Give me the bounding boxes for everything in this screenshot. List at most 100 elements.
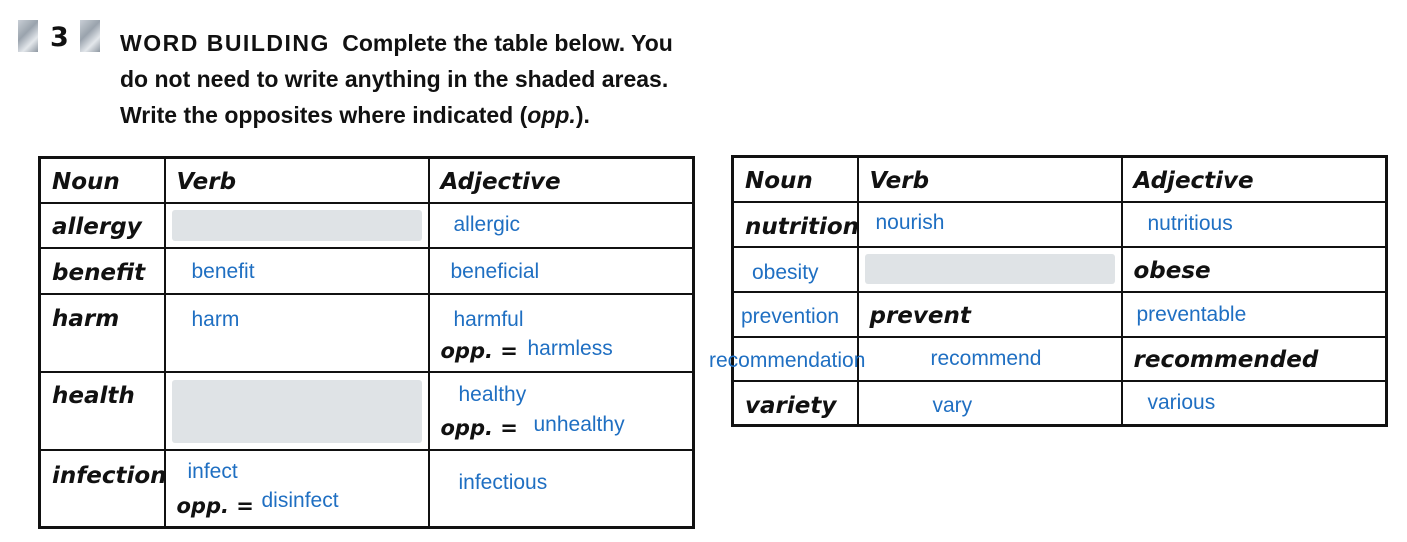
- answer-text: recommend: [930, 346, 1042, 370]
- answer-text: obesity: [752, 260, 819, 284]
- answer-text: healthy: [458, 382, 527, 406]
- noun-cell: variety: [731, 379, 859, 427]
- header-cell: Verb: [163, 156, 430, 204]
- answer-text: allergic: [453, 212, 521, 236]
- adjective-cell: recommended: [1120, 335, 1388, 382]
- noun-cell[interactable]: recommendation: [709, 335, 865, 382]
- header-cell: Noun: [731, 155, 859, 203]
- exercise-heading: WORD BUILDING: [120, 30, 330, 56]
- answer-text: benefit: [191, 259, 255, 283]
- noun-text: harm: [52, 305, 120, 332]
- answer-text: infect: [187, 459, 238, 483]
- noun-cell: allergy: [38, 201, 166, 249]
- opp-label: opp. =: [176, 493, 254, 518]
- header-cell: Adjective: [1120, 155, 1388, 203]
- table-row: allergy allergic: [38, 201, 695, 249]
- exercise-number: 3: [50, 22, 69, 53]
- noun-cell: nutrition: [731, 200, 859, 248]
- instruction-line-2: do not need to write anything in the sha…: [120, 66, 669, 92]
- noun-text: benefit: [52, 259, 146, 286]
- shaded-area: [864, 253, 1115, 284]
- table-row: obesity obese: [731, 245, 1388, 293]
- word-table-right: Noun Verb Adjective nutrition nourish nu…: [709, 155, 1388, 427]
- answer-text: various: [1147, 390, 1216, 414]
- header-noun: Noun: [745, 168, 813, 194]
- table-header-row: Noun Verb Adjective: [38, 156, 695, 204]
- answer-text: preventable: [1136, 302, 1247, 326]
- given-verb: prevent: [869, 302, 971, 329]
- instruction-line-1: Complete the table below. You: [342, 30, 673, 56]
- adjective-cell[interactable]: preventable: [1120, 290, 1388, 338]
- answer-text: recommendation: [709, 348, 866, 372]
- badge-right-square: [80, 20, 100, 52]
- answer-text: nourish: [875, 210, 945, 234]
- table-row: nutrition nourish nutritious: [731, 200, 1388, 248]
- opp-label: opp. =: [440, 338, 518, 363]
- noun-text: variety: [745, 392, 837, 419]
- noun-text: health: [52, 382, 135, 409]
- verb-cell[interactable]: recommend: [856, 335, 1123, 382]
- header-cell: Noun: [38, 156, 166, 204]
- table-row: infection infect opp. = disinfect infect…: [38, 448, 695, 529]
- adjective-cell[interactable]: infectious: [427, 448, 695, 529]
- header-adjective: Adjective: [440, 169, 561, 195]
- adjective-cell[interactable]: harmful opp. = harmless: [427, 292, 695, 373]
- table-row: variety vary various: [731, 379, 1388, 427]
- noun-text: infection: [52, 462, 167, 489]
- verb-cell[interactable]: nourish: [856, 200, 1123, 248]
- verb-cell[interactable]: harm: [163, 292, 430, 373]
- answer-text: vary: [932, 393, 973, 417]
- noun-cell[interactable]: obesity: [731, 245, 859, 293]
- noun-cell: infection: [38, 448, 167, 529]
- verb-cell[interactable]: benefit: [163, 246, 430, 295]
- noun-cell: harm: [38, 292, 166, 373]
- exercise-instructions: WORD BUILDING Complete the table below. …: [120, 25, 760, 133]
- noun-cell[interactable]: prevention: [731, 290, 859, 338]
- noun-cell: health: [38, 370, 166, 451]
- adjective-cell[interactable]: allergic: [427, 201, 695, 249]
- noun-cell: benefit: [38, 246, 166, 295]
- shaded-area: [171, 209, 422, 241]
- exercise-number-badge: 3: [18, 18, 102, 56]
- noun-text: allergy: [52, 213, 142, 240]
- verb-cell: [163, 201, 430, 249]
- given-adjective: obese: [1133, 257, 1211, 284]
- table-row: prevention prevent preventable: [731, 290, 1388, 338]
- opposite-answer-text: unhealthy: [533, 412, 625, 436]
- verb-cell: [856, 245, 1123, 293]
- table-row: recommendation recommend recommended: [709, 335, 1388, 382]
- adjective-cell[interactable]: healthy opp. = unhealthy: [427, 370, 695, 451]
- answer-text: beneficial: [450, 259, 540, 283]
- adjective-cell: obese: [1120, 245, 1388, 293]
- table-row: health healthy opp. = unhealthy: [38, 370, 695, 451]
- header-verb: Verb: [176, 169, 237, 195]
- table-row: harm harm harmful opp. = harmless: [38, 292, 695, 373]
- opp-label: opp. =: [440, 415, 518, 440]
- answer-text: prevention: [741, 304, 840, 328]
- answer-text: harm: [191, 307, 240, 331]
- opposite-answer-text: disinfect: [261, 488, 339, 512]
- verb-cell: [163, 370, 430, 451]
- adjective-cell[interactable]: beneficial: [427, 246, 695, 295]
- header-cell: Verb: [856, 155, 1123, 203]
- opposite-answer-text: harmless: [527, 336, 613, 360]
- answer-text: infectious: [458, 470, 548, 494]
- header-verb: Verb: [869, 168, 930, 194]
- answer-text: harmful: [453, 307, 524, 331]
- opp-abbreviation: opp.: [527, 102, 576, 128]
- word-table-left: Noun Verb Adjective allergy allergic ben…: [38, 156, 695, 529]
- adjective-cell[interactable]: various: [1120, 379, 1388, 427]
- header-adjective: Adjective: [1133, 168, 1254, 194]
- table-header-row: Noun Verb Adjective: [731, 155, 1388, 203]
- adjective-cell[interactable]: nutritious: [1120, 200, 1388, 248]
- verb-cell: prevent: [856, 290, 1123, 338]
- header-noun: Noun: [52, 169, 120, 195]
- verb-cell[interactable]: infect opp. = disinfect: [163, 448, 430, 529]
- badge-left-square: [18, 20, 38, 52]
- instruction-line-3: Write the opposites where indicated (opp…: [120, 102, 590, 128]
- verb-cell[interactable]: vary: [856, 379, 1123, 427]
- header-cell: Adjective: [427, 156, 695, 204]
- shaded-area: [171, 379, 422, 443]
- table-row: benefit benefit beneficial: [38, 246, 695, 295]
- answer-text: nutritious: [1147, 211, 1233, 235]
